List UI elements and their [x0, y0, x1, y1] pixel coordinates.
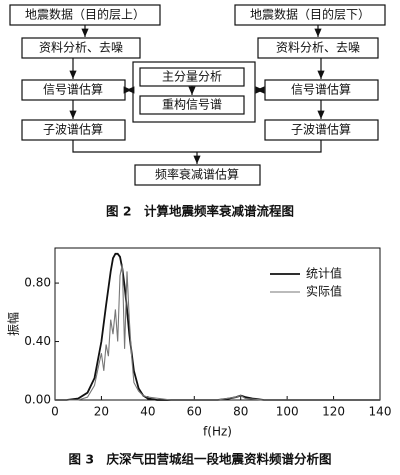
figure-caption: 图 2 计算地震频率衰减谱流程图: [106, 204, 294, 219]
node-label: 子波谱估算: [43, 122, 103, 137]
connector: [72, 140, 322, 153]
y-tick-label: 0.40: [24, 334, 51, 348]
node-box: [134, 164, 261, 186]
y-tick-label: 0.00: [24, 393, 51, 407]
node-label: 资料分析、去噪: [39, 41, 123, 55]
x-tick-label: 20: [94, 405, 109, 419]
chart: 0 20 40 60 80 100 120 140 0.00 0.40 0.80 f(Hz) 振幅 统计值…: [6, 247, 392, 439]
node-label: 资料分析、去噪: [276, 41, 360, 55]
x-tick-label: 100: [276, 405, 299, 419]
data-line: [55, 263, 380, 401]
legend-label: 实际值: [306, 284, 342, 299]
node-box: [257, 37, 379, 59]
node-label: 地震数据（目的层上）: [25, 7, 145, 22]
figure-caption: 图 3 庆深气田营城组一段地震资料频谱分析图: [68, 452, 331, 467]
y-tick-label: 0.80: [24, 276, 51, 290]
node-box: [234, 4, 386, 26]
node-label: 地震数据（目的层下）: [250, 7, 370, 22]
legend-label: 统计值: [306, 266, 342, 281]
x-tick-label: 40: [140, 405, 155, 419]
node-label: 信号谱估算: [291, 82, 351, 97]
node-label: 子波谱估算: [291, 122, 351, 137]
node-label: 信号谱估算: [43, 82, 103, 97]
x-axis-label: f(Hz): [203, 425, 232, 439]
x-tick-label: 80: [233, 405, 248, 419]
x-tick-label: 140: [369, 405, 392, 419]
y-axis-label: 振幅: [6, 312, 21, 336]
x-tick-label: 60: [187, 405, 202, 419]
flowchart: 地震数据（目的层上） 地震数据（目的层下） 资料分析、去噪 资料分析、去噪 主分…: [9, 4, 386, 186]
x-tick-label: 0: [51, 405, 59, 419]
node-box: [139, 95, 245, 115]
node-label: 主分量分析: [162, 70, 222, 84]
x-tick-label: 120: [322, 405, 345, 419]
node-box: [21, 37, 141, 59]
node-label: 重构信号谱: [162, 97, 222, 112]
node-label: 频率衰减谱估算: [155, 167, 239, 182]
data-line: [55, 252, 380, 401]
